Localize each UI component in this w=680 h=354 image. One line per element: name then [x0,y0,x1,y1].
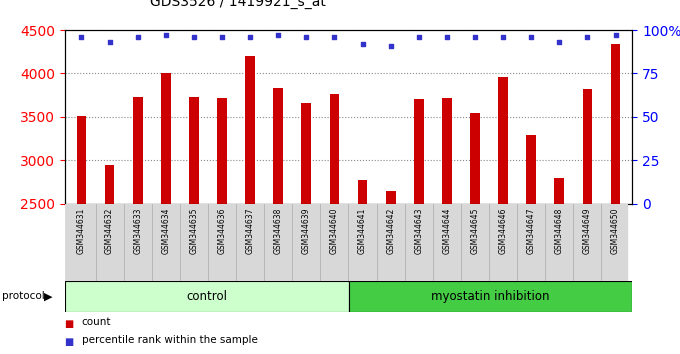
Point [245,34,256,40]
Point [470,34,481,40]
Text: GSM344648: GSM344648 [555,207,564,254]
Text: protocol: protocol [2,291,45,302]
Text: GSM344650: GSM344650 [611,207,620,254]
Text: GSM344646: GSM344646 [498,207,507,254]
Bar [386,190,396,204]
Text: GSM344639: GSM344639 [302,207,311,254]
Text: GSM344645: GSM344645 [471,207,479,254]
Text: GSM344636: GSM344636 [218,207,226,254]
Bar [161,73,171,204]
Text: myostatin inhibition: myostatin inhibition [431,290,549,303]
Point [273,33,284,38]
Text: GSM344632: GSM344632 [105,207,114,254]
Point [216,34,227,40]
Text: ■: ■ [65,319,74,329]
Point [357,41,368,47]
Bar [358,180,367,204]
Text: GSM344638: GSM344638 [274,207,283,254]
Point [498,34,509,40]
Text: count: count [82,318,111,327]
Bar [583,89,592,204]
Point [160,33,171,38]
Point [104,39,115,45]
Text: GSM344643: GSM344643 [414,207,423,254]
Bar [498,77,508,204]
Text: percentile rank within the sample: percentile rank within the sample [82,335,258,345]
Text: GSM344647: GSM344647 [527,207,536,254]
Point [526,34,537,40]
Point [132,34,143,40]
Text: ▶: ▶ [44,291,52,302]
Bar [301,103,311,204]
Point [441,34,452,40]
Text: GSM344637: GSM344637 [245,207,254,254]
Bar [217,98,227,204]
Point [610,33,621,38]
Point [188,34,199,40]
Text: GDS3526 / 1419921_s_at: GDS3526 / 1419921_s_at [150,0,326,9]
Bar [133,97,143,204]
Text: GSM344634: GSM344634 [161,207,170,254]
Point [386,43,396,48]
Bar [245,56,255,204]
Bar [273,88,283,204]
Text: GSM344640: GSM344640 [330,207,339,254]
Bar [414,99,424,204]
Text: GSM344641: GSM344641 [358,207,367,254]
Point [582,34,593,40]
Text: GSM344649: GSM344649 [583,207,592,254]
Point [301,34,311,40]
Bar [526,135,536,204]
FancyBboxPatch shape [348,281,632,312]
Bar [189,97,199,204]
FancyBboxPatch shape [65,281,348,312]
Bar [442,98,452,204]
Text: GSM344642: GSM344642 [386,207,395,254]
Bar [105,165,114,204]
Point [413,34,424,40]
Bar [554,178,564,204]
Text: GSM344644: GSM344644 [443,207,452,254]
Bar [611,44,620,204]
Point [76,34,87,40]
Bar [470,113,480,204]
Text: GSM344631: GSM344631 [77,207,86,254]
Point [329,34,340,40]
Bar [330,94,339,204]
Text: control: control [186,290,227,303]
Text: GSM344635: GSM344635 [190,207,199,254]
Text: GSM344633: GSM344633 [133,207,142,254]
Bar [77,116,86,204]
Text: ■: ■ [65,337,74,347]
Point [554,39,565,45]
